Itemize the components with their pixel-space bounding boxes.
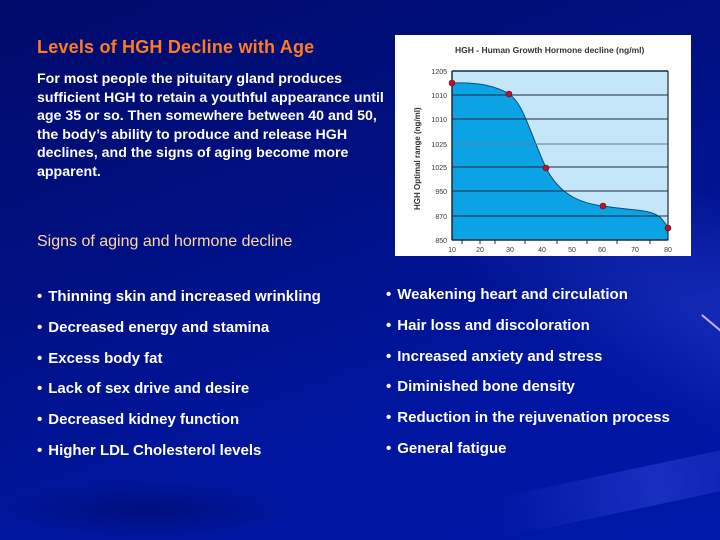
bullet-icon: • [386, 378, 392, 396]
list-item: • Reduction in the rejuvenation process [386, 407, 670, 438]
list-item: • Diminished bone density [386, 376, 670, 407]
signs-list-left: • Thinning skin and increased wrinkling •… [37, 286, 321, 471]
data-point [505, 90, 513, 98]
chart-y-axis-label: HGH Optimal range (ng/ml) [413, 107, 422, 210]
svg-text:1205: 1205 [431, 69, 447, 76]
list-item-text: Thinning skin and increased wrinkling [48, 288, 321, 305]
list-item-text: Decreased kidney function [48, 411, 240, 429]
list-item: • Weakening heart and circulation [386, 284, 670, 315]
svg-text:10: 10 [448, 247, 456, 254]
list-item-text: Diminished bone density [397, 378, 575, 396]
list-item: • Hair loss and discoloration [386, 315, 670, 346]
list-item-text: Reduction in the rejuvenation process [397, 409, 670, 427]
svg-text:1010: 1010 [431, 93, 447, 100]
slide-title: Levels of HGH Decline with Age [37, 37, 315, 57]
list-item-text: Excess body fat [48, 349, 163, 367]
bullet-icon: • [386, 286, 392, 303]
list-item: • Decreased kidney function [37, 409, 321, 440]
bullet-icon: • [386, 409, 392, 427]
svg-text:40: 40 [538, 247, 546, 254]
data-point [448, 79, 456, 87]
list-item: • Excess body fat [37, 348, 321, 379]
bullet-icon: • [37, 411, 43, 429]
chart-x-ticks: 10 20 30 40 50 60 70 80 [448, 247, 672, 254]
list-item: • Lack of sex drive and desire [37, 378, 321, 409]
data-point [542, 164, 550, 172]
list-item: • Thinning skin and increased wrinkling [37, 286, 321, 317]
bullet-icon: • [37, 318, 43, 336]
intro-paragraph: For most people the pituitary gland prod… [37, 71, 384, 180]
list-item-text: Increased anxiety and stress [397, 347, 603, 365]
list-item: • Higher LDL Cholesterol levels [37, 440, 321, 471]
svg-text:50: 50 [568, 247, 576, 254]
bullet-icon: • [37, 349, 43, 367]
background-shadow [0, 480, 300, 540]
svg-text:850: 850 [435, 238, 447, 245]
bullet-icon: • [386, 316, 392, 334]
list-item-text: Weakening heart and circulation [397, 286, 628, 303]
data-point [599, 202, 607, 210]
svg-text:30: 30 [506, 247, 514, 254]
bullet-icon: • [37, 380, 43, 398]
chart-data-markers [448, 79, 672, 232]
chart-title: HGH - Human Growth Hormone decline (ng/m… [455, 45, 645, 55]
bullet-icon: • [386, 439, 392, 457]
data-point [664, 224, 672, 232]
svg-text:1025: 1025 [431, 142, 447, 149]
list-item: • Increased anxiety and stress [386, 346, 670, 377]
list-item-text: Higher LDL Cholesterol levels [48, 441, 262, 459]
list-item: • General fatigue [386, 438, 670, 469]
svg-text:950: 950 [435, 189, 447, 196]
list-item-text: General fatigue [397, 439, 507, 457]
hgh-decline-chart: HGH - Human Growth Hormone decline (ng/m… [395, 35, 691, 256]
chart-gridlines [452, 70, 668, 217]
bullet-icon: • [386, 347, 392, 365]
list-item: • Decreased energy and stamina [37, 317, 321, 348]
list-item-text: Lack of sex drive and desire [48, 380, 250, 398]
svg-text:1010: 1010 [431, 117, 447, 124]
section-subtitle: Signs of aging and hormone decline [37, 233, 293, 250]
bullet-icon: • [37, 288, 43, 305]
bullet-icon: • [37, 441, 43, 459]
svg-text:70: 70 [631, 247, 639, 254]
svg-text:80: 80 [664, 247, 672, 254]
list-item-text: Hair loss and discoloration [397, 316, 590, 334]
decorative-line [701, 314, 720, 334]
signs-list-right: • Weakening heart and circulation • Hair l… [386, 284, 670, 469]
svg-text:870: 870 [435, 214, 447, 221]
svg-text:20: 20 [476, 247, 484, 254]
chart-y-ticks: 1205 1010 1010 1025 1025 950 870 850 [431, 69, 447, 245]
chart-area-fill [451, 82, 669, 241]
svg-text:1025: 1025 [431, 165, 447, 172]
svg-text:60: 60 [598, 247, 606, 254]
chart-x-tick-marks [461, 240, 651, 244]
list-item-text: Decreased energy and stamina [48, 318, 270, 336]
